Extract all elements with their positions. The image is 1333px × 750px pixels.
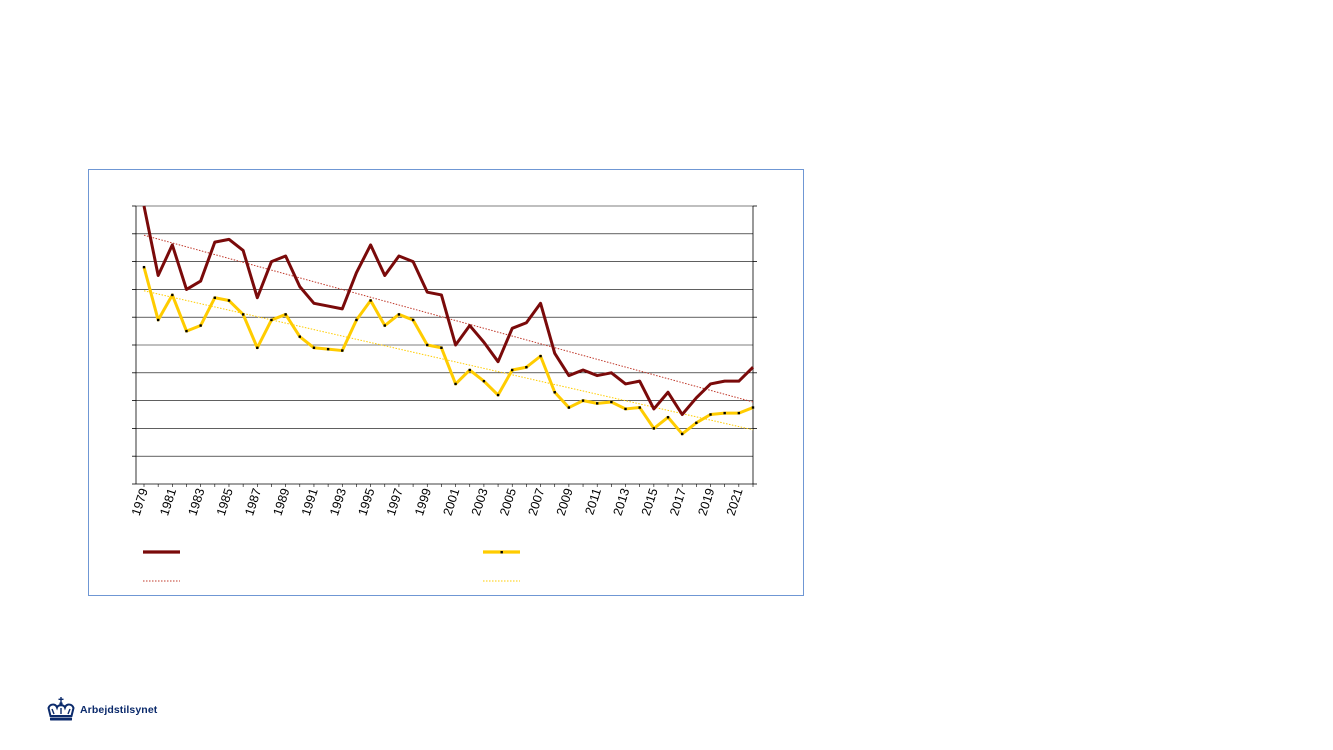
axis-layer [132,205,757,487]
x-tick-label: 2005 [497,487,519,518]
x-tick-label: 1999 [412,487,434,518]
series-2-point [723,411,726,415]
series-2-point [652,427,656,430]
series-2-point [454,382,457,386]
x-tick-label: 1979 [129,487,151,518]
x-tick-label: 1987 [242,487,264,518]
series-2-point [709,413,712,416]
series-2-point [553,391,556,394]
series-2-point [142,265,146,269]
x-tick-label: 1983 [186,487,208,518]
series-2-point [199,324,202,327]
series-2-point [411,318,415,322]
series-2-point [341,349,344,352]
series-2-point [440,346,443,349]
series-2-point [737,411,741,415]
x-tick-label: 1995 [356,487,378,518]
series-2-point [511,368,514,372]
series-2-point [581,399,585,402]
series-2-point [326,347,330,351]
series-2-point [298,335,301,338]
series-2-point [241,313,245,316]
series-2-point [751,406,755,409]
x-tick-label: 1993 [327,487,349,518]
x-tick-labels: 1979 1981 1983 1985 1987 1989 1991 1993 1995 1997… [129,487,746,518]
series-2-point [156,318,160,322]
series-2-point [383,324,386,327]
series-2-point [666,416,670,419]
x-tick-label: 1991 [299,487,321,518]
brand-logo: Arbejdstilsynet [46,697,157,723]
series-2-point [695,421,698,425]
crown-icon [47,697,75,721]
series-2-point [567,406,571,409]
x-tick-label: 1985 [214,487,236,518]
series-1-line [142,205,755,416]
series-2-point [312,346,316,349]
grid-layer [136,205,753,457]
series-2-point [256,346,259,349]
x-tick-label: 1981 [157,487,179,518]
x-tick-label: 2019 [695,487,717,518]
x-tick-label: 1997 [384,487,406,518]
trendline-2 [143,290,754,431]
x-tick-label: 1989 [271,487,293,518]
line-chart: 1979 1981 1983 1985 1987 1989 1991 1993 1995 1997… [129,205,757,582]
series-2-point [185,329,188,333]
x-tick-label: 2013 [610,487,632,518]
series-2-point [227,299,231,302]
series-2-point [496,393,500,397]
series-2-point [638,406,641,409]
series-2-point [171,293,174,297]
x-tick-label: 2017 [667,487,689,518]
series-2-point [369,299,372,302]
series-2-point [596,402,599,405]
series-2-point [539,354,542,358]
chart-frame: 1979 1981 1983 1985 1987 1989 1991 1993 1995 1997… [88,169,804,596]
x-tick-label: 2015 [639,487,661,518]
series-2-point [482,379,486,383]
series-2-point [397,313,401,316]
x-tick-label: 2021 [724,487,746,518]
legend-marker-series-2 [500,551,503,554]
x-tick-label: 2003 [469,487,491,518]
series-2-point [426,343,429,347]
legend [143,550,520,582]
series-2-point [624,407,627,411]
x-tick-label: 2007 [526,487,548,518]
series-2-point [270,318,273,322]
series-2-point [610,400,613,404]
brand-name: Arbejdstilsynet [80,704,158,716]
x-tick-label: 2009 [554,487,576,518]
series-2-point [355,318,358,322]
series-2-point [213,296,217,299]
series-2-line [142,266,754,436]
series-2-point [468,368,471,372]
x-tick-label: 2011 [582,487,604,517]
series-2-point [525,366,528,369]
series-2-point [284,313,287,316]
series-2-point [680,432,684,436]
series-layer [142,205,755,436]
x-tick-label: 2001 [441,487,463,518]
